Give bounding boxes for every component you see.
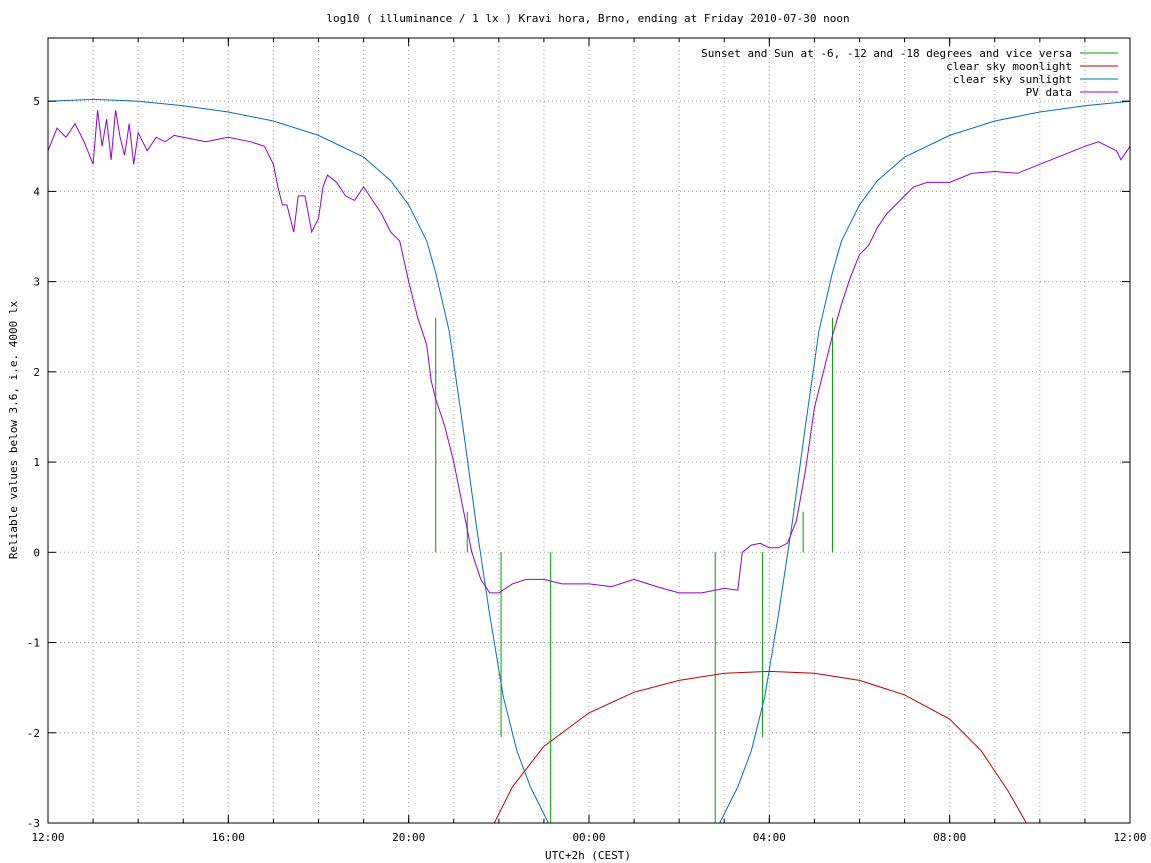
axis-ticks: 12:00 16:00 20:00 00:00 04:00 08:00 12:00 5 4 3 2 1… (27, 38, 1147, 844)
y-tick-label: 3 (33, 276, 40, 289)
x-tick-label: 00:00 (572, 831, 605, 844)
y-tick-label: 4 (33, 185, 40, 198)
y-tick-label: 1 (33, 456, 40, 469)
x-tick-label: 20:00 (392, 831, 425, 844)
y-axis-label: Reliable values below 3.6, i.e. 4000 lx (7, 300, 20, 559)
series-plot (47, 98, 1131, 824)
legend-label: clear sky sunlight (953, 73, 1072, 86)
series-line-1 (493, 670, 1027, 824)
legend-label: Sunset and Sun at -6, -12 and -18 degree… (701, 47, 1072, 60)
x-tick-label: 12:00 (31, 831, 64, 844)
legend: Sunset and Sun at -6, -12 and -18 degree… (701, 47, 1118, 99)
x-axis-label: UTC+2h (CEST) (545, 849, 631, 862)
y-tick-label: 0 (33, 546, 40, 559)
chart-title: log10 ( illuminance / 1 lx ) Kravi hora,… (326, 12, 849, 25)
x-tick-label: 16:00 (212, 831, 245, 844)
legend-label: PV data (1026, 86, 1072, 99)
y-tick-label: 5 (33, 95, 40, 108)
series-line-3 (47, 110, 1131, 594)
y-tick-label: 2 (33, 366, 40, 379)
x-tick-label: 04:00 (753, 831, 786, 844)
x-tick-label: 12:00 (1113, 831, 1146, 844)
y-tick-label: -3 (27, 817, 40, 830)
grid (48, 38, 1130, 823)
legend-label: clear sky moonlight (946, 60, 1072, 73)
x-tick-label: 08:00 (933, 831, 966, 844)
series-line-2 (47, 98, 1131, 824)
y-tick-label: -2 (27, 727, 40, 740)
y-tick-label: -1 (27, 637, 40, 650)
